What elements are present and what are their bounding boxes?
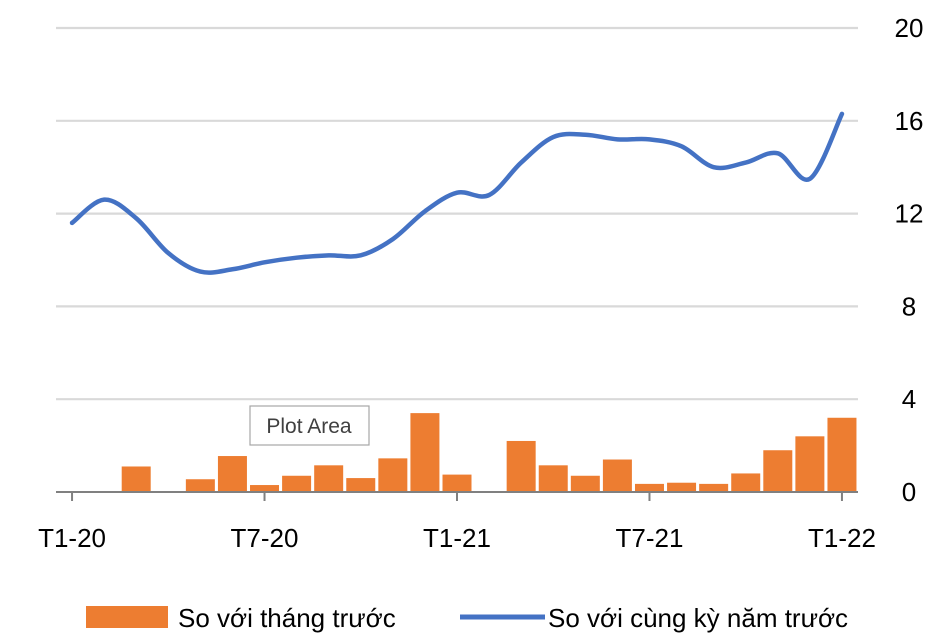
- yoy-line: [69, 111, 845, 275]
- bar: [378, 458, 408, 492]
- legend-label-bar: So với tháng trước: [178, 603, 396, 633]
- bar: [282, 475, 312, 492]
- y-tick-label: 8: [902, 291, 916, 321]
- x-axis: [56, 491, 858, 501]
- y-tick-label: 16: [895, 106, 924, 136]
- bar: [827, 417, 857, 492]
- x-axis-labels: T1-20 T7-20 T1-21 T7-21 T1-22: [38, 523, 876, 553]
- bar: [731, 473, 761, 492]
- bar: [217, 456, 247, 492]
- y-tick-label: 20: [895, 13, 924, 43]
- legend-label-line: So với cùng kỳ năm trước: [548, 603, 848, 633]
- bar: [250, 485, 280, 492]
- plot-area-tooltip: Plot Area: [249, 405, 370, 446]
- bar: [410, 413, 440, 492]
- legend: So với tháng trước So với cùng kỳ năm tr…: [86, 603, 848, 633]
- bar: [634, 483, 664, 492]
- bar: [699, 483, 729, 492]
- y-tick-label: 0: [902, 477, 916, 507]
- x-tick-label: T7-20: [231, 523, 299, 553]
- bar: [795, 436, 825, 492]
- gridlines: [56, 26, 858, 401]
- bar-series: [121, 413, 857, 492]
- bar: [667, 482, 697, 492]
- legend-swatch-bar: [86, 606, 168, 628]
- x-tick-label: T1-21: [423, 523, 491, 553]
- bar: [538, 465, 568, 492]
- y-tick-label: 12: [895, 199, 924, 229]
- bar: [602, 459, 632, 492]
- bar: [121, 466, 151, 492]
- x-tick-label: T1-22: [808, 523, 876, 553]
- tooltip-box: [249, 405, 370, 446]
- y-axis: 0 4 8 12 16 20: [895, 13, 924, 507]
- x-tick-label: T1-20: [38, 523, 106, 553]
- bar: [763, 450, 793, 492]
- bar: [570, 475, 600, 492]
- bar: [314, 465, 344, 492]
- bar: [506, 440, 536, 492]
- y-tick-label: 4: [902, 384, 916, 414]
- tooltip-text: Plot Area: [266, 415, 352, 438]
- bar: [442, 474, 472, 492]
- bar: [185, 479, 215, 492]
- x-tick-label: T7-21: [616, 523, 684, 553]
- line-series: [69, 111, 845, 275]
- bar: [346, 478, 376, 492]
